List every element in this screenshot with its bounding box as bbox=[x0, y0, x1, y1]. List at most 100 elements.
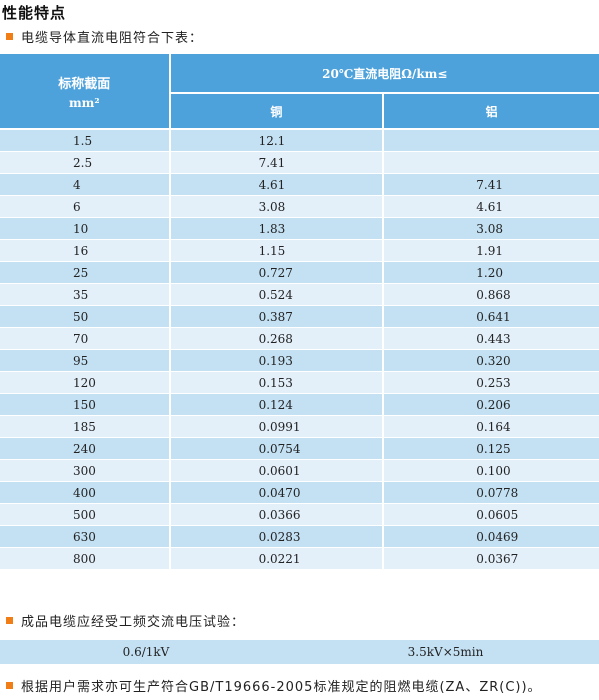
table-row: 16 1.15 1.91 bbox=[0, 239, 599, 262]
table-row: 120 0.153 0.253 bbox=[0, 371, 599, 394]
intro-text: 电缆导体直流电阻符合下表： bbox=[21, 31, 204, 46]
cell-aluminum: 0.0778 bbox=[383, 481, 599, 504]
note-line: 根据用户需求亦可生产符合GB/T19666-2005标准规定的阻燃电缆(ZA、Z… bbox=[6, 676, 542, 695]
header-cross-section: 标称截面 mm² bbox=[0, 54, 171, 130]
table-row: 25 0.727 1.20 bbox=[0, 261, 599, 284]
cell-aluminum bbox=[383, 151, 599, 174]
table-row: 300 0.0601 0.100 bbox=[0, 459, 599, 482]
cell-aluminum: 3.08 bbox=[383, 217, 599, 240]
cell-cross-section: 95 bbox=[0, 349, 171, 372]
cell-aluminum: 1.91 bbox=[383, 239, 599, 262]
cell-aluminum: 0.164 bbox=[383, 415, 599, 438]
cell-cross-section: 2.5 bbox=[0, 151, 171, 174]
cell-cross-section: 10 bbox=[0, 217, 171, 240]
cell-copper: 3.08 bbox=[169, 195, 385, 218]
cell-copper: 12.1 bbox=[169, 129, 385, 152]
cell-copper: 0.0470 bbox=[169, 481, 385, 504]
table-row: 50 0.387 0.641 bbox=[0, 305, 599, 328]
table-row: 70 0.268 0.443 bbox=[0, 327, 599, 350]
voltage-test-label: 成品电缆应经受工频交流电压试验： bbox=[21, 615, 246, 630]
cell-cross-section: 150 bbox=[0, 393, 171, 416]
voltage-test-line: 成品电缆应经受工频交流电压试验： bbox=[6, 611, 245, 630]
table-row: 1.5 12.1 bbox=[0, 129, 599, 152]
cell-aluminum: 0.0469 bbox=[383, 525, 599, 548]
cell-cross-section: 800 bbox=[0, 547, 171, 570]
cell-copper: 1.15 bbox=[169, 239, 385, 262]
cell-cross-section: 16 bbox=[0, 239, 171, 262]
rated-voltage-cell: 0.6/1kV bbox=[0, 640, 292, 664]
cell-copper: 0.193 bbox=[169, 349, 385, 372]
cell-copper: 7.41 bbox=[169, 151, 385, 174]
cell-copper: 0.0991 bbox=[169, 415, 385, 438]
cell-aluminum: 0.868 bbox=[383, 283, 599, 306]
header-cross-section-unit: mm² bbox=[68, 95, 100, 110]
cell-copper: 0.727 bbox=[169, 261, 385, 284]
test-voltage-cell: 3.5kV×5min bbox=[292, 640, 599, 664]
header-copper: 铜 bbox=[169, 93, 385, 130]
cell-copper: 0.0601 bbox=[169, 459, 385, 482]
cell-aluminum: 7.41 bbox=[383, 173, 599, 196]
bullet-square-icon bbox=[6, 33, 13, 40]
table-row: 10 1.83 3.08 bbox=[0, 217, 599, 240]
cell-aluminum: 0.320 bbox=[383, 349, 599, 372]
cell-copper: 1.83 bbox=[169, 217, 385, 240]
cell-cross-section: 630 bbox=[0, 525, 171, 548]
cell-copper: 0.387 bbox=[169, 305, 385, 328]
note-text: 根据用户需求亦可生产符合GB/T19666-2005标准规定的阻燃电缆(ZA、Z… bbox=[21, 680, 542, 695]
table-row: 6 3.08 4.61 bbox=[0, 195, 599, 218]
cell-aluminum: 4.61 bbox=[383, 195, 599, 218]
cell-cross-section: 35 bbox=[0, 283, 171, 306]
cell-aluminum: 1.20 bbox=[383, 261, 599, 284]
cell-copper: 0.0283 bbox=[169, 525, 385, 548]
cell-cross-section: 300 bbox=[0, 459, 171, 482]
section-title: 性能特点 bbox=[2, 4, 67, 22]
cell-cross-section: 185 bbox=[0, 415, 171, 438]
cell-copper: 0.524 bbox=[169, 283, 385, 306]
header-resistance-group: 20℃直流电阻Ω/km≤ bbox=[169, 54, 599, 94]
cell-aluminum: 0.0367 bbox=[383, 547, 599, 570]
cell-cross-section: 6 bbox=[0, 195, 171, 218]
cell-aluminum: 0.125 bbox=[383, 437, 599, 460]
cell-aluminum bbox=[383, 129, 599, 152]
table-row: 400 0.0470 0.0778 bbox=[0, 481, 599, 504]
cell-cross-section: 120 bbox=[0, 371, 171, 394]
cell-copper: 0.0366 bbox=[169, 503, 385, 526]
cell-copper: 0.153 bbox=[169, 371, 385, 394]
header-aluminum: 铝 bbox=[383, 93, 599, 130]
cell-copper: 0.0221 bbox=[169, 547, 385, 570]
voltage-test-table: 0.6/1kV 3.5kV×5min bbox=[0, 640, 599, 664]
cell-aluminum: 0.641 bbox=[383, 305, 599, 328]
table-row: 35 0.524 0.868 bbox=[0, 283, 599, 306]
table-row: 4 4.61 7.41 bbox=[0, 173, 599, 196]
table-row: 240 0.0754 0.125 bbox=[0, 437, 599, 460]
table-row: 185 0.0991 0.164 bbox=[0, 415, 599, 438]
cell-aluminum: 0.0605 bbox=[383, 503, 599, 526]
intro-line: 电缆导体直流电阻符合下表： bbox=[6, 27, 203, 46]
table-row: 95 0.193 0.320 bbox=[0, 349, 599, 372]
cell-cross-section: 70 bbox=[0, 327, 171, 350]
cell-aluminum: 0.253 bbox=[383, 371, 599, 394]
cell-cross-section: 1.5 bbox=[0, 129, 171, 152]
cell-cross-section: 500 bbox=[0, 503, 171, 526]
cell-aluminum: 0.100 bbox=[383, 459, 599, 482]
bullet-square-icon bbox=[6, 617, 13, 624]
header-cross-section-label: 标称截面 bbox=[58, 76, 111, 92]
table-row: 500 0.0366 0.0605 bbox=[0, 503, 599, 526]
cell-cross-section: 4 bbox=[0, 173, 171, 196]
cell-copper: 0.124 bbox=[169, 393, 385, 416]
cell-cross-section: 25 bbox=[0, 261, 171, 284]
cell-copper: 0.268 bbox=[169, 327, 385, 350]
cell-cross-section: 50 bbox=[0, 305, 171, 328]
table-row: 150 0.124 0.206 bbox=[0, 393, 599, 416]
table-row: 2.5 7.41 bbox=[0, 151, 599, 174]
resistance-table: 标称截面 mm² 20℃直流电阻Ω/km≤ 铜 铝 1.5 12.1 2.5 7.41… bbox=[0, 54, 599, 570]
cell-cross-section: 240 bbox=[0, 437, 171, 460]
cell-aluminum: 0.443 bbox=[383, 327, 599, 350]
bullet-square-icon bbox=[6, 682, 13, 689]
cell-cross-section: 400 bbox=[0, 481, 171, 504]
cell-aluminum: 0.206 bbox=[383, 393, 599, 416]
table-row: 630 0.0283 0.0469 bbox=[0, 525, 599, 548]
cell-copper: 0.0754 bbox=[169, 437, 385, 460]
cell-copper: 4.61 bbox=[169, 173, 385, 196]
table-row: 800 0.0221 0.0367 bbox=[0, 547, 599, 570]
